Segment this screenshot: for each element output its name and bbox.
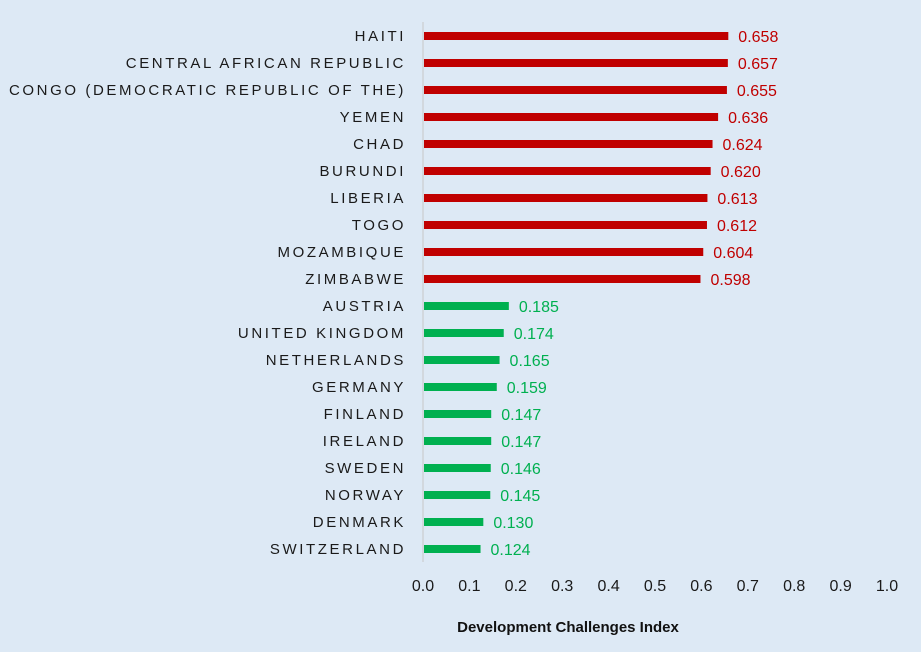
bar-row: SWEDEN 0.146 bbox=[325, 460, 541, 478]
bar bbox=[424, 167, 711, 175]
category-label: LIBERIA bbox=[330, 190, 406, 207]
value-label: 0.620 bbox=[721, 164, 761, 181]
category-label: GERMANY bbox=[312, 379, 406, 396]
category-label: UNITED KINGDOM bbox=[238, 325, 406, 342]
value-label: 0.636 bbox=[728, 110, 768, 127]
category-label: NORWAY bbox=[325, 487, 406, 504]
value-label: 0.174 bbox=[514, 326, 554, 343]
category-label: CHAD bbox=[353, 136, 406, 153]
x-tick-label: 0.8 bbox=[783, 578, 805, 595]
category-label: SWEDEN bbox=[325, 460, 406, 477]
value-label: 0.165 bbox=[510, 353, 550, 370]
value-label: 0.130 bbox=[493, 515, 533, 532]
category-label: SWITZERLAND bbox=[270, 541, 406, 558]
value-label: 0.624 bbox=[723, 137, 763, 154]
bar-row: SWITZERLAND 0.124 bbox=[270, 541, 531, 559]
x-tick-label: 0.5 bbox=[644, 578, 666, 595]
bar bbox=[424, 32, 729, 40]
category-label: MOZAMBIQUE bbox=[277, 244, 406, 261]
bar bbox=[424, 248, 704, 256]
x-tick-label: 0.0 bbox=[412, 578, 434, 595]
bar-row: TOGO 0.612 bbox=[352, 217, 757, 235]
value-label: 0.145 bbox=[500, 488, 540, 505]
category-label: IRELAND bbox=[323, 433, 406, 450]
value-label: 0.159 bbox=[507, 380, 547, 397]
bar-row: IRELAND 0.147 bbox=[323, 433, 542, 451]
value-label: 0.147 bbox=[501, 434, 541, 451]
bar-row: DENMARK 0.130 bbox=[313, 514, 534, 532]
bar-row: YEMEN 0.636 bbox=[340, 109, 769, 127]
bar bbox=[424, 545, 481, 553]
bar bbox=[424, 464, 491, 472]
bar bbox=[424, 275, 701, 283]
category-label: HAITI bbox=[355, 28, 406, 45]
category-label: DENMARK bbox=[313, 514, 406, 531]
bar-row: GERMANY 0.159 bbox=[312, 379, 547, 397]
value-label: 0.604 bbox=[713, 245, 753, 262]
bar bbox=[424, 410, 492, 418]
bar bbox=[424, 59, 728, 67]
bar bbox=[424, 113, 719, 121]
value-label: 0.658 bbox=[738, 29, 778, 46]
bar-row: NORWAY 0.145 bbox=[325, 487, 541, 505]
bar bbox=[424, 383, 497, 391]
bar bbox=[424, 329, 504, 337]
bar bbox=[424, 140, 713, 148]
bar-row: UNITED KINGDOM 0.174 bbox=[238, 325, 554, 343]
bar-row: CONGO (DEMOCRATIC REPUBLIC OF THE) 0.655 bbox=[9, 82, 777, 100]
category-label: CENTRAL AFRICAN REPUBLIC bbox=[126, 55, 406, 72]
x-tick-label: 0.4 bbox=[597, 578, 619, 595]
x-tick-label: 1.0 bbox=[876, 578, 898, 595]
category-label: FINLAND bbox=[324, 406, 406, 423]
x-tick-label: 0.3 bbox=[551, 578, 573, 595]
x-axis-title: Development Challenges Index bbox=[457, 619, 679, 636]
x-tick-label: 0.9 bbox=[829, 578, 851, 595]
bar bbox=[424, 302, 509, 310]
bar bbox=[424, 221, 707, 229]
bar bbox=[424, 491, 491, 499]
bar bbox=[424, 437, 492, 445]
value-label: 0.655 bbox=[737, 83, 777, 100]
x-tick-label: 0.1 bbox=[458, 578, 480, 595]
value-label: 0.613 bbox=[717, 191, 757, 208]
bar bbox=[424, 86, 727, 94]
x-tick-label: 0.7 bbox=[737, 578, 759, 595]
value-label: 0.598 bbox=[710, 272, 750, 289]
bar-row: AUSTRIA 0.185 bbox=[323, 298, 559, 316]
bar bbox=[424, 518, 484, 526]
category-label: NETHERLANDS bbox=[266, 352, 406, 369]
x-tick-label: 0.6 bbox=[690, 578, 712, 595]
x-axis-ticks: 0.0 0.1 0.2 0.3 0.4 0.5 0.6 0.7 0.8 0.9 1.0 bbox=[412, 578, 898, 595]
bar-row: MOZAMBIQUE 0.604 bbox=[277, 244, 753, 262]
category-label: BURUNDI bbox=[319, 163, 406, 180]
bar-row: ZIMBABWE 0.598 bbox=[305, 271, 750, 289]
value-label: 0.124 bbox=[491, 542, 531, 559]
category-label: AUSTRIA bbox=[323, 298, 406, 315]
value-label: 0.147 bbox=[501, 407, 541, 424]
value-label: 0.612 bbox=[717, 218, 757, 235]
bar-row: CHAD 0.624 bbox=[353, 136, 763, 154]
value-label: 0.146 bbox=[501, 461, 541, 478]
category-label: TOGO bbox=[352, 217, 406, 234]
x-tick-label: 0.2 bbox=[505, 578, 527, 595]
bar-row: CENTRAL AFRICAN REPUBLIC 0.657 bbox=[126, 55, 778, 73]
bar-row: HAITI 0.658 bbox=[355, 28, 779, 46]
bar-row: BURUNDI 0.620 bbox=[319, 163, 760, 181]
value-label: 0.185 bbox=[519, 299, 559, 316]
bar-row: NETHERLANDS 0.165 bbox=[266, 352, 550, 370]
category-label: CONGO (DEMOCRATIC REPUBLIC OF THE) bbox=[9, 82, 406, 99]
bar bbox=[424, 194, 708, 202]
bar bbox=[424, 356, 500, 364]
value-label: 0.657 bbox=[738, 56, 778, 73]
category-label: ZIMBABWE bbox=[305, 271, 406, 288]
category-label: YEMEN bbox=[340, 109, 406, 126]
bar-row: FINLAND 0.147 bbox=[324, 406, 542, 424]
bar-row: LIBERIA 0.613 bbox=[330, 190, 757, 208]
